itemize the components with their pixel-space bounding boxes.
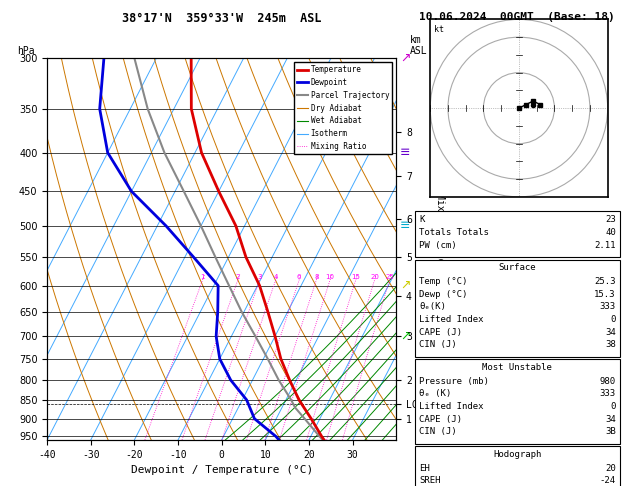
Text: 3: 3 [257,274,262,280]
Text: 34: 34 [605,328,616,337]
Text: 0: 0 [610,402,616,411]
Text: 20: 20 [605,464,616,473]
Text: 1: 1 [200,274,205,280]
Text: 34: 34 [605,415,616,424]
Text: 38°17'N  359°33'W  245m  ASL: 38°17'N 359°33'W 245m ASL [122,12,321,25]
Text: ↗: ↗ [400,52,410,65]
Text: km
ASL: km ASL [410,35,428,56]
Text: 10: 10 [326,274,335,280]
Text: ≡: ≡ [400,219,410,232]
Text: 0: 0 [610,315,616,324]
Text: CAPE (J): CAPE (J) [419,328,462,337]
Text: Pressure (mb): Pressure (mb) [419,377,489,386]
Text: 38: 38 [605,340,616,349]
Text: Surface: Surface [499,263,536,273]
Text: Totals Totals: Totals Totals [419,228,489,237]
Text: ≡: ≡ [400,146,410,159]
Text: -24: -24 [599,476,616,486]
Y-axis label: Mixing Ratio (g/kg): Mixing Ratio (g/kg) [435,193,445,305]
Text: CAPE (J): CAPE (J) [419,415,462,424]
Text: PW (cm): PW (cm) [419,241,457,250]
Text: 25.3: 25.3 [594,277,616,286]
Text: 333: 333 [599,302,616,312]
Text: 15: 15 [352,274,360,280]
Text: 20: 20 [370,274,379,280]
Text: Most Unstable: Most Unstable [482,363,552,372]
Text: 333: 333 [599,389,616,399]
Text: CIN (J): CIN (J) [419,340,457,349]
Text: 3B: 3B [605,427,616,436]
Text: 10.06.2024  00GMT  (Base: 18): 10.06.2024 00GMT (Base: 18) [420,12,615,22]
Text: θₑ (K): θₑ (K) [419,389,451,399]
Text: Dewp (°C): Dewp (°C) [419,290,467,299]
Text: θₑ(K): θₑ(K) [419,302,446,312]
Text: 2: 2 [236,274,240,280]
Text: EH: EH [419,464,430,473]
Text: K: K [419,215,425,225]
Text: 25: 25 [385,274,394,280]
Text: 6: 6 [297,274,301,280]
Legend: Temperature, Dewpoint, Parcel Trajectory, Dry Adiabat, Wet Adiabat, Isotherm, Mi: Temperature, Dewpoint, Parcel Trajectory… [294,62,392,154]
Text: 8: 8 [314,274,319,280]
Text: 40: 40 [605,228,616,237]
X-axis label: Dewpoint / Temperature (°C): Dewpoint / Temperature (°C) [131,465,313,475]
Text: hPa: hPa [18,46,35,56]
Text: kt: kt [434,25,444,34]
Text: Lifted Index: Lifted Index [419,402,484,411]
Text: 2.11: 2.11 [594,241,616,250]
Text: CIN (J): CIN (J) [419,427,457,436]
Text: Temp (°C): Temp (°C) [419,277,467,286]
Text: © weatheronline.co.uk: © weatheronline.co.uk [465,471,570,480]
Text: 23: 23 [605,215,616,225]
Text: Lifted Index: Lifted Index [419,315,484,324]
Text: 15.3: 15.3 [594,290,616,299]
Text: 980: 980 [599,377,616,386]
Text: ↗: ↗ [400,330,410,343]
Text: 4: 4 [274,274,278,280]
Text: Hodograph: Hodograph [493,450,542,459]
Text: SREH: SREH [419,476,440,486]
Text: ↗: ↗ [400,279,410,292]
